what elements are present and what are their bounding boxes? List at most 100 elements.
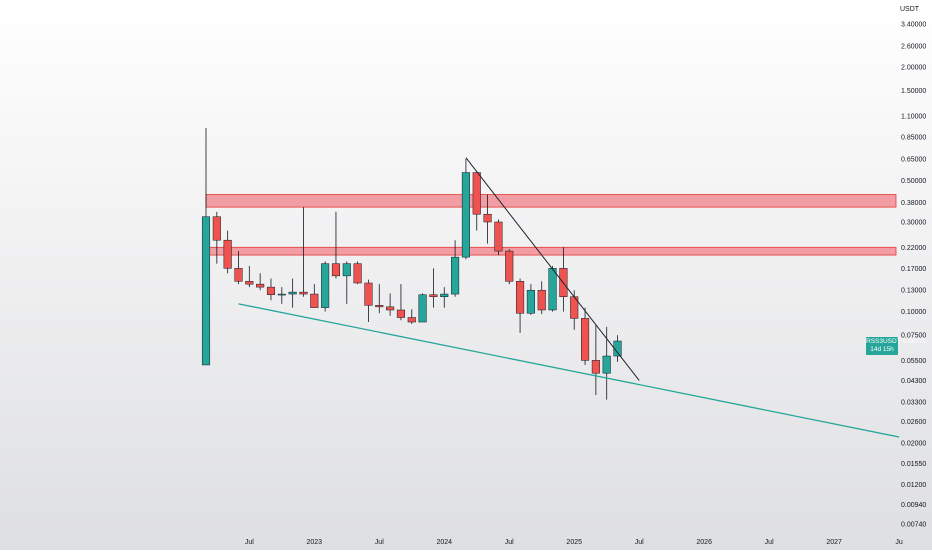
price-tick-label: 0.38000 (901, 200, 926, 207)
candle-body (581, 318, 590, 361)
time-tick-label: 2025 (566, 539, 582, 546)
badge-countdown: 14d 15h (870, 346, 894, 353)
price-tick-label: 2.00000 (901, 65, 926, 72)
time-tick-label: Jul (245, 539, 254, 546)
candle (516, 278, 525, 333)
price-tick-label: 0.03300 (901, 400, 926, 407)
candle (223, 230, 232, 274)
candle (472, 171, 481, 231)
price-tick-label: 0.85000 (901, 135, 926, 142)
time-tick-label: 2023 (307, 539, 323, 546)
candle (212, 211, 221, 264)
price-tick-label: 0.10000 (901, 309, 926, 316)
candle (407, 309, 416, 324)
price-tick-label: 0.04300 (901, 378, 926, 385)
candle (201, 127, 211, 366)
candle-body (407, 317, 416, 323)
candle-body (331, 263, 341, 277)
candle (386, 293, 395, 316)
price-tick-label: 0.07500 (901, 333, 926, 340)
candle-body (364, 282, 373, 306)
candle-body (353, 263, 362, 284)
price-axis[interactable]: 3.40000 2.60000 2.00000 1.50000 1.10000 0.850… (901, 21, 926, 528)
price-tick-label: 0.17000 (901, 266, 926, 273)
candle-body (418, 294, 427, 323)
candle-body (342, 263, 351, 277)
time-axis[interactable]: Jul 2023 Jul 2024 Jul 2025 Jul 2026 Jul 2027 Ju (245, 539, 903, 546)
candle (256, 273, 265, 291)
candle (537, 281, 546, 315)
candle-body (451, 256, 460, 295)
resistance-zone-2 (205, 246, 897, 256)
candle-body (266, 286, 276, 295)
resistance-zones (205, 194, 897, 256)
price-tick-label: 0.22000 (901, 245, 926, 252)
currency-label: USDT (900, 6, 920, 13)
time-tick-label: 2026 (696, 539, 712, 546)
badge-price: 0.06972 (902, 338, 927, 345)
candle-body (516, 281, 525, 314)
candle-body (440, 293, 449, 297)
price-tick-label: 0.01200 (901, 482, 926, 489)
candle-body (245, 281, 254, 285)
time-tick-label: Ju (895, 539, 903, 546)
support-trendline (238, 303, 900, 438)
candle-body (591, 360, 600, 374)
candle-body (494, 221, 503, 252)
candle (613, 335, 622, 362)
candle-body (321, 263, 330, 308)
candle-body (602, 355, 611, 374)
price-tick-label: 0.65000 (901, 156, 926, 163)
candle-body (461, 172, 470, 258)
candle (505, 249, 514, 285)
candle (234, 251, 243, 285)
price-tick-label: 0.00740 (901, 522, 926, 529)
candle-body (526, 289, 535, 314)
trendlines (238, 157, 900, 438)
candle (321, 261, 330, 312)
price-tick-label: 2.60000 (901, 43, 926, 50)
candle-body (234, 268, 243, 282)
price-tick-label: 3.40000 (901, 21, 926, 28)
time-tick-label: Jul (765, 539, 774, 546)
candle (364, 279, 373, 323)
candle-body (201, 216, 211, 366)
candle (288, 278, 297, 308)
candle (602, 326, 611, 400)
candlestick-series (201, 127, 622, 400)
price-tick-label: 0.05500 (901, 358, 926, 365)
candle-body (277, 293, 286, 296)
price-tick-label: 0.01550 (901, 461, 926, 468)
badge-line: RSS3USDT 0.06972 (866, 338, 926, 346)
price-tick-label: 0.50000 (901, 178, 926, 185)
candle (581, 307, 590, 365)
candle (494, 219, 503, 256)
badge-symbol: RSS3USDT (866, 338, 901, 345)
candle (299, 207, 308, 297)
candle-body (548, 268, 557, 311)
candle (353, 261, 362, 285)
candle (526, 284, 535, 315)
candle-body (483, 213, 492, 223)
time-tick-label: Jul (375, 539, 384, 546)
price-tick-label: 0.30000 (901, 219, 926, 226)
candle-body (396, 309, 405, 318)
candle-body (256, 283, 265, 288)
time-tick-label: Jul (505, 539, 514, 546)
candle (451, 240, 460, 297)
candle (429, 268, 438, 308)
candle (245, 265, 254, 288)
candle (483, 194, 492, 244)
candle (440, 287, 449, 308)
candle (342, 261, 351, 304)
candle (375, 284, 384, 314)
price-tick-label: 1.10000 (901, 114, 926, 121)
resistance-zone-1 (205, 194, 897, 208)
time-tick-label: Jul (635, 539, 644, 546)
candle-body (472, 172, 481, 215)
candle (310, 284, 319, 308)
candle-body (505, 250, 514, 282)
candle-body (212, 216, 221, 241)
